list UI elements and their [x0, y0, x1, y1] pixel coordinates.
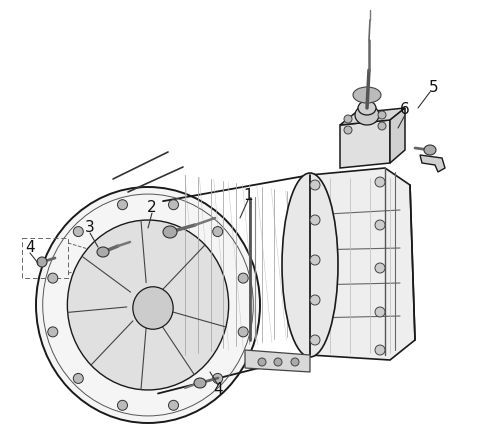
Ellipse shape: [213, 227, 223, 236]
Text: 1: 1: [243, 187, 253, 202]
Ellipse shape: [97, 247, 109, 257]
Text: 3: 3: [85, 220, 95, 235]
Ellipse shape: [282, 173, 338, 357]
Ellipse shape: [213, 374, 223, 383]
Ellipse shape: [73, 374, 84, 383]
Ellipse shape: [168, 400, 179, 410]
Ellipse shape: [355, 105, 379, 125]
Ellipse shape: [375, 220, 385, 230]
Ellipse shape: [310, 180, 320, 190]
Ellipse shape: [168, 200, 179, 210]
Ellipse shape: [424, 145, 436, 155]
Polygon shape: [310, 168, 415, 360]
Ellipse shape: [375, 307, 385, 317]
Ellipse shape: [163, 226, 177, 238]
Ellipse shape: [291, 358, 299, 366]
Ellipse shape: [353, 87, 381, 103]
Polygon shape: [420, 155, 445, 172]
Ellipse shape: [344, 115, 352, 123]
Ellipse shape: [310, 215, 320, 225]
Ellipse shape: [67, 220, 228, 390]
Polygon shape: [390, 108, 405, 163]
Ellipse shape: [48, 273, 58, 283]
Text: 4: 4: [213, 382, 223, 397]
Ellipse shape: [37, 257, 47, 267]
Ellipse shape: [358, 101, 376, 115]
Ellipse shape: [36, 187, 260, 423]
Ellipse shape: [375, 345, 385, 355]
Ellipse shape: [118, 400, 128, 410]
Ellipse shape: [133, 287, 173, 329]
Ellipse shape: [375, 177, 385, 187]
Ellipse shape: [274, 358, 282, 366]
Polygon shape: [340, 108, 405, 125]
Polygon shape: [340, 120, 390, 168]
Ellipse shape: [48, 327, 58, 337]
Polygon shape: [245, 350, 310, 372]
Text: 5: 5: [429, 79, 439, 94]
Ellipse shape: [238, 273, 248, 283]
Ellipse shape: [238, 327, 248, 337]
Ellipse shape: [194, 378, 206, 388]
Text: 6: 6: [400, 102, 410, 117]
Ellipse shape: [378, 122, 386, 130]
Ellipse shape: [310, 295, 320, 305]
Ellipse shape: [118, 200, 128, 210]
Text: 4: 4: [25, 240, 35, 255]
Ellipse shape: [378, 111, 386, 119]
Ellipse shape: [73, 227, 84, 236]
Ellipse shape: [310, 335, 320, 345]
Ellipse shape: [310, 255, 320, 265]
Text: 2: 2: [147, 201, 157, 216]
Ellipse shape: [375, 263, 385, 273]
Ellipse shape: [258, 358, 266, 366]
Ellipse shape: [344, 126, 352, 134]
